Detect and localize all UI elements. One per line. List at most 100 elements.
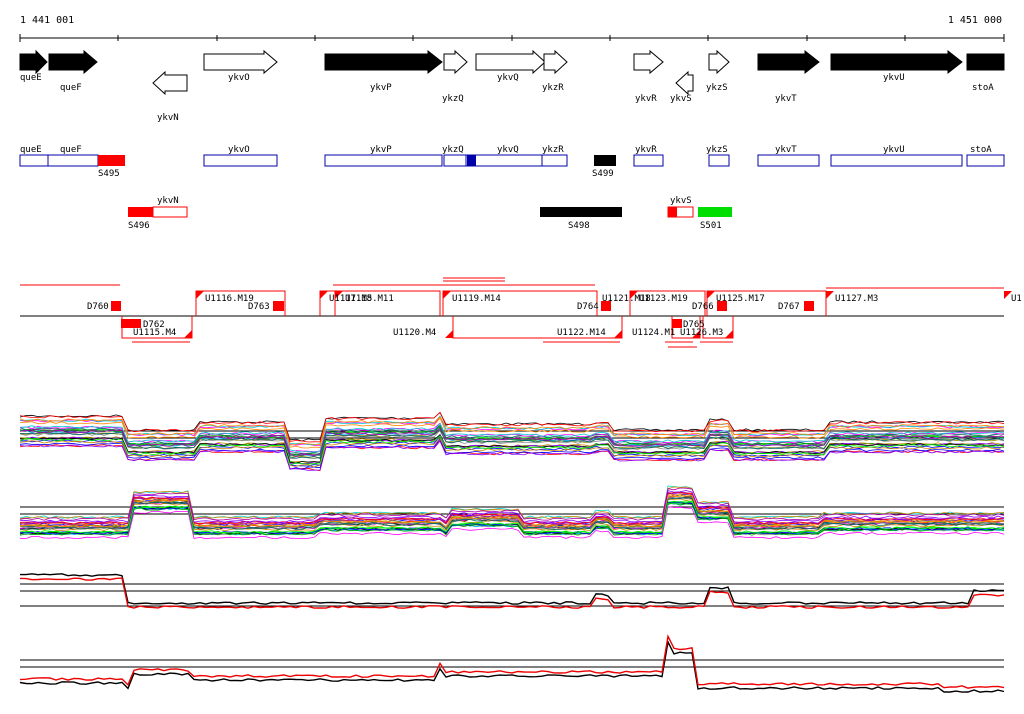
segment-label: U1122.M14 <box>557 328 606 338</box>
expression-profile-line <box>19 487 1005 521</box>
gene-arrow-queF[interactable]: queF <box>48 49 98 93</box>
down-marker-D763[interactable] <box>273 301 284 311</box>
feature-box-ykvN[interactable] <box>152 206 188 218</box>
signal-S495[interactable] <box>98 155 125 166</box>
segment-label: U1120.M4 <box>393 328 436 338</box>
feature-box-ykzS[interactable] <box>708 154 730 167</box>
gene-label: ykvS <box>670 94 692 104</box>
feature-box-ykzQ[interactable] <box>443 154 467 167</box>
expression-track-3 <box>19 573 1005 609</box>
expression-profile-line <box>19 634 1005 689</box>
signal-label: S499 <box>592 169 614 179</box>
expression-profile-line <box>19 437 1005 468</box>
down-marker-D762[interactable] <box>121 319 141 328</box>
ruler-start-label: 1 441 001 <box>20 15 74 26</box>
gene-arrow-queE[interactable]: queE <box>19 49 48 83</box>
expression-profile-line <box>20 423 1005 453</box>
down-marker-D766[interactable] <box>717 301 727 311</box>
gene-arrow-ykvO[interactable]: ykvO <box>203 49 278 83</box>
expression-profile-line <box>19 438 1005 470</box>
down-marker-D760[interactable] <box>111 301 121 311</box>
expression-profile-line <box>20 573 1004 605</box>
marker-label: D767 <box>778 302 800 312</box>
segment-label: U1125.M17 <box>716 294 765 304</box>
gene-arrow-stoA[interactable]: stoA <box>966 53 1005 93</box>
feature-label: ykvQ <box>497 145 519 155</box>
feature-box-stoA[interactable] <box>966 154 1005 167</box>
segment-label: U1124.M1 <box>632 328 675 338</box>
feature-box-ykvP[interactable] <box>324 154 443 167</box>
gene-arrow-ykvN[interactable]: ykvN <box>152 70 188 123</box>
feature-label: queE <box>20 145 42 155</box>
expression-profile-line <box>19 411 1005 443</box>
segment-label: U1127.M3 <box>835 294 878 304</box>
marker-label: D763 <box>248 302 270 312</box>
segment-label: U1116.M19 <box>205 294 254 304</box>
expression-profile-line <box>19 496 1005 530</box>
segment-label: U1121.M18 <box>602 294 651 304</box>
down-marker-D765[interactable] <box>672 319 682 328</box>
gene-arrows-track: queE queF ykvN ykvO ykvP ykzQ ykvQ ykzR <box>19 49 1005 123</box>
feature-box-queF[interactable] <box>47 154 99 167</box>
down-marker-D764[interactable] <box>601 301 611 311</box>
marker-label: D764 <box>577 302 599 312</box>
feature-label: ykzS <box>706 145 728 155</box>
expression-profile-line <box>19 416 1005 446</box>
expression-profile-line <box>19 427 1005 457</box>
gene-arrow-ykvQ[interactable]: ykvQ <box>475 49 546 83</box>
segment-label: U1 <box>1011 294 1022 304</box>
gene-label: ykzQ <box>442 94 464 104</box>
marker-label: D760 <box>87 302 109 312</box>
feature-box-ykvU[interactable] <box>830 154 963 167</box>
gene-arrow-ykvR[interactable]: ykvR <box>633 49 664 104</box>
expression-profile-line <box>19 486 1004 520</box>
expression-profile-line <box>19 494 1005 528</box>
gene-label: ykvP <box>370 83 392 93</box>
expression-profile-line <box>19 506 1005 540</box>
expression-profile-line <box>19 577 1005 609</box>
gene-arrow-ykvS[interactable]: ykvS <box>670 70 694 104</box>
gene-arrow-ykvU[interactable]: ykvU <box>830 49 963 83</box>
feature-label: ykvP <box>370 145 392 155</box>
coordinate-ruler: 1 441 001 1 451 000 <box>19 15 1005 42</box>
feature-label: ykvN <box>157 196 179 206</box>
expression-profile-line <box>19 490 1005 523</box>
expression-profile-line <box>19 415 1005 446</box>
feature-label: ykvS <box>670 196 692 206</box>
expression-profile-line <box>19 639 1005 693</box>
gene-label: ykzR <box>542 83 564 93</box>
feature-box-ykvQ[interactable] <box>465 154 543 167</box>
signal-label: S496 <box>128 221 150 231</box>
gene-arrow-ykvP[interactable]: ykvP <box>324 49 443 93</box>
feature-label: ykvO <box>228 145 250 155</box>
feature-box-ykzR[interactable] <box>541 154 568 167</box>
gene-label: ykzS <box>706 83 728 93</box>
gene-arrow-ykzS[interactable]: ykzS <box>706 49 730 93</box>
segment-label: U1123.M19 <box>639 294 688 304</box>
feature-boxes-track: queE queF ykvO ykvP ykzQ ykvQ ykzR ykvR … <box>19 145 1005 218</box>
down-marker-D767[interactable] <box>804 301 814 311</box>
segment-label: U1126.M3 <box>680 328 723 338</box>
signal-label: S498 <box>568 221 590 231</box>
signal-S498[interactable] <box>540 207 622 217</box>
signal-S499[interactable] <box>594 155 616 166</box>
gene-arrow-ykzR[interactable]: ykzR <box>542 49 568 93</box>
feature-box-ykvO[interactable] <box>203 154 278 167</box>
feature-box-ykvR[interactable] <box>633 154 664 167</box>
gene-arrow-ykzQ[interactable]: ykzQ <box>442 49 468 104</box>
expression-profile-line <box>19 491 1005 525</box>
signal-ykvS-red <box>668 207 677 217</box>
ruler-end-label: 1 451 000 <box>948 15 1002 26</box>
signal-S496[interactable] <box>128 207 153 217</box>
feature-box-ykvT[interactable] <box>757 154 820 167</box>
gene-arrow-ykvT[interactable]: ykvT <box>757 49 820 104</box>
gene-label: ykvU <box>883 73 905 83</box>
signal-label: S501 <box>700 221 722 231</box>
feature-box-queE[interactable] <box>19 154 49 167</box>
gene-label: queE <box>20 73 42 83</box>
signal-label: S495 <box>98 169 120 179</box>
signal-S501[interactable] <box>698 207 732 217</box>
marker-label: D765 <box>683 320 705 330</box>
segment-label: U1118.M11 <box>345 294 394 304</box>
